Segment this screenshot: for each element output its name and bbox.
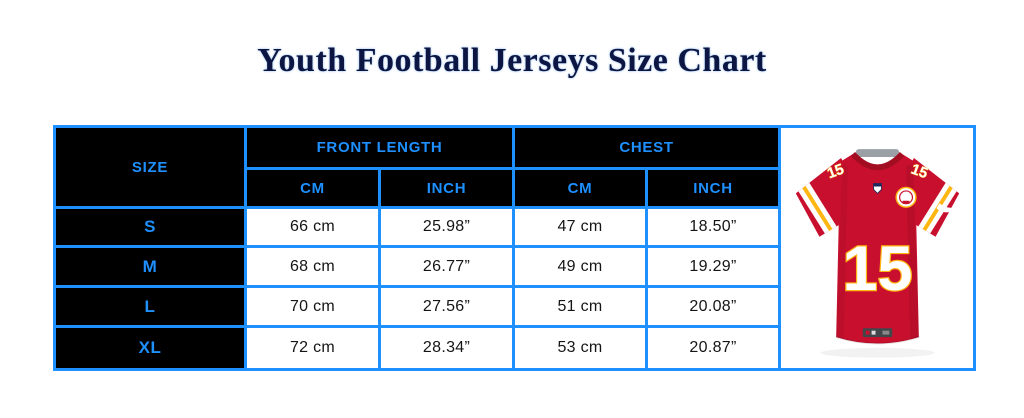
table-row-l: L 70 cm 27.56” 51 cm 20.08” — [53, 285, 975, 328]
table-row-s: S 66 cm 25.98” 47 cm 18.50” — [53, 206, 975, 248]
collar-back-strip — [855, 148, 899, 157]
size-label: M — [53, 245, 247, 288]
size-chart-table: SIZE FRONT LENGTH CHEST — [53, 125, 977, 371]
swoosh-icon — [936, 202, 961, 212]
header-size: SIZE — [53, 125, 247, 209]
header-chest-inch: INCH — [645, 167, 782, 209]
size-label: XL — [53, 325, 247, 371]
page-title: Youth Football Jerseys Size Chart — [257, 42, 767, 79]
jersey-photo-cell: 15 15 15 — [778, 125, 977, 371]
table-row-xl: XL 72 cm 28.34” 53 cm 20.87” — [53, 325, 975, 371]
nfl-shield-icon — [872, 182, 882, 194]
table-row-m: M 68 cm 26.77” 49 cm 19.29” — [53, 245, 975, 288]
left-shoulder-number: 15 — [825, 161, 846, 182]
size-label: S — [53, 206, 247, 248]
chest-cm-value: 47 cm — [512, 206, 649, 248]
front-inch-value: 25.98” — [377, 206, 516, 248]
team-patch-icon — [894, 186, 917, 208]
header-chest-cm: CM — [512, 167, 649, 209]
left-sleeve-stripes — [795, 179, 837, 234]
front-inch-value: 26.77” — [377, 245, 516, 288]
chest-inch-value: 19.29” — [645, 245, 782, 288]
front-cm-value: 68 cm — [244, 245, 381, 288]
jersey-image: 15 15 15 — [795, 148, 961, 358]
front-inch-value: 27.56” — [377, 285, 516, 328]
v-neck-collar — [850, 151, 904, 170]
header-chest: CHEST — [512, 125, 782, 170]
chest-inch-value: 20.08” — [645, 285, 782, 328]
chest-cm-value: 51 cm — [512, 285, 649, 328]
header-front-cm: CM — [244, 167, 381, 209]
front-cm-value: 66 cm — [244, 206, 381, 248]
right-shoulder-number: 15 — [908, 161, 929, 182]
chest-cm-value: 49 cm — [512, 245, 649, 288]
chest-number: 15 — [842, 233, 912, 303]
header-row-units: CM INCH CM INCH — [55, 167, 975, 209]
size-label: L — [53, 285, 247, 328]
chest-inch-value: 18.50” — [645, 206, 782, 248]
header-row-groups: SIZE FRONT LENGTH CHEST — [53, 125, 977, 371]
front-cm-value: 72 cm — [244, 325, 381, 371]
left-sleeve — [795, 157, 849, 237]
right-sleeve — [905, 157, 959, 237]
header-front-inch: INCH — [377, 167, 516, 209]
front-inch-value: 28.34” — [377, 325, 516, 371]
chest-inch-value: 20.87” — [645, 325, 782, 371]
jock-tag — [862, 327, 892, 337]
header-front-length: FRONT LENGTH — [243, 125, 516, 170]
front-cm-value: 70 cm — [244, 285, 381, 328]
chest-cm-value: 53 cm — [512, 325, 649, 371]
